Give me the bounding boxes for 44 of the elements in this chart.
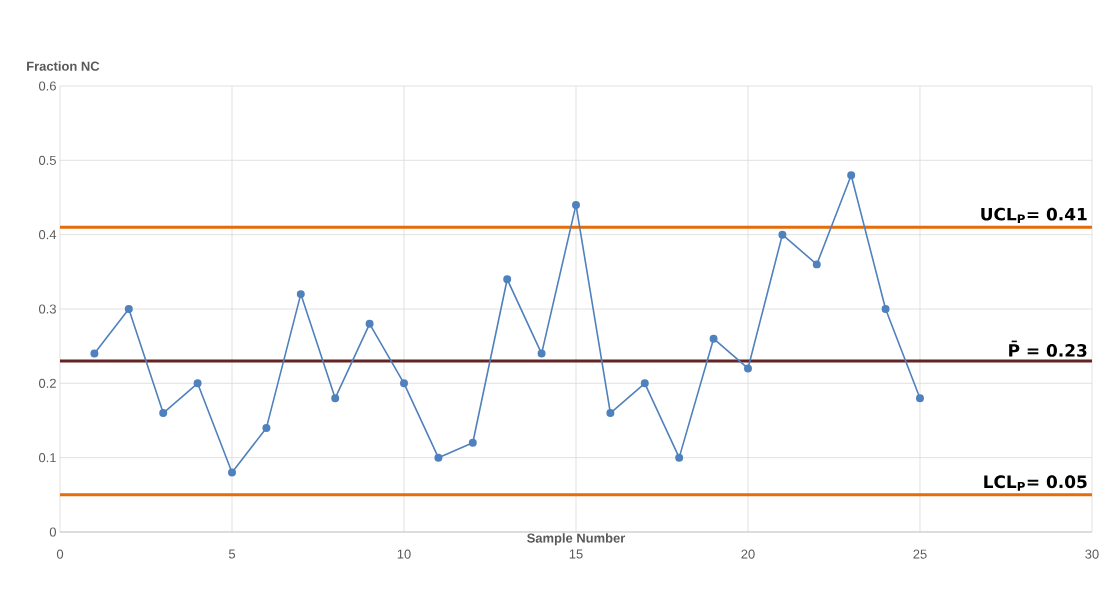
x-tick-label: 20 [741,549,755,559]
point [262,423,271,432]
point [778,230,787,239]
x-tick-label: 25 [913,549,927,559]
point [537,349,546,358]
point [124,305,133,313]
point [468,438,477,447]
x-tick-label: 15 [569,549,583,559]
y-axis-title: Fraction NC [27,61,100,71]
x-tick-label: 5 [228,549,236,559]
point [228,468,236,477]
point [365,319,374,328]
y-tick-label: 0 [49,527,56,537]
point [812,260,821,269]
y-tick-label: 0.3 [38,304,56,314]
point [503,275,512,284]
point [572,200,580,209]
x-tick-label: 30 [1085,549,1099,559]
point [640,379,649,388]
point [915,394,924,403]
y-tick-label: 0.4 [38,230,57,240]
point [744,364,752,373]
y-tick-label: 0.6 [38,81,56,91]
ref-line-label: P̄ = 0.23 [1009,340,1087,357]
ref-line-label: LCL$_{P}$= 0.05 [984,475,1087,491]
point [847,171,856,180]
point [606,409,615,418]
point [400,379,408,388]
point [434,453,443,462]
point [675,453,684,462]
x-tick-label: 0 [56,549,64,559]
y-tick-label: 0.5 [38,155,56,165]
point [881,305,890,313]
y-tick-label: 0.2 [38,378,56,388]
point [159,409,168,418]
x-axis-title: Sample Number [527,533,626,546]
ref-line-label: UCL$_{P}$= 0.41 [981,207,1087,224]
y-tick-label: 0.1 [38,453,56,463]
x-tick-label: 10 [397,549,411,559]
point [331,394,340,403]
point [193,379,202,388]
point [709,334,718,343]
point [296,290,305,299]
point [90,349,99,358]
